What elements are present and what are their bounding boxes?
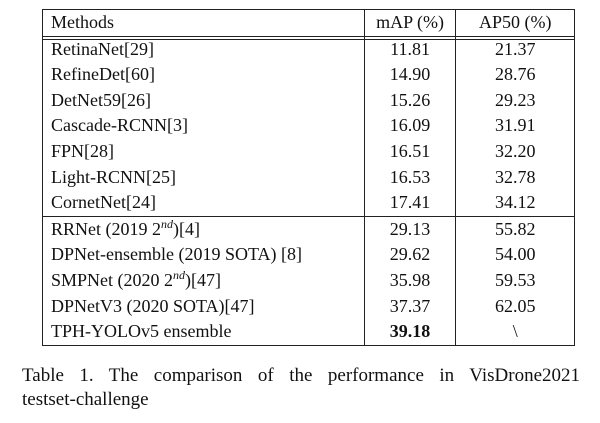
table-row: SMPNet (2020 2nd)[47] 35.98 59.53 — [42, 267, 575, 294]
cell-method: RefineDet[60] — [42, 62, 365, 88]
table-row: Light-RCNN[25] 16.53 32.78 — [42, 164, 575, 191]
results-table-container: Methods mAP (%) AP50 (%) RetinaNet[29] 1… — [42, 9, 575, 346]
cell-map-best: 39.18 — [363, 319, 457, 346]
cell-ap50: 28.76 — [455, 62, 575, 88]
cell-map: 14.90 — [363, 62, 457, 88]
table-group-competition: RRNet (2019 2nd)[4] 29.13 55.82 DPNet-en… — [42, 215, 575, 346]
method-text: SMPNet (2020 2 — [51, 269, 174, 290]
table-header-row: Methods mAP (%) AP50 (%) — [42, 9, 575, 37]
results-table: Methods mAP (%) AP50 (%) RetinaNet[29] 1… — [42, 9, 575, 346]
cell-ap50: 32.78 — [455, 164, 575, 191]
header-ap50: AP50 (%) — [455, 9, 575, 37]
cell-map: 17.41 — [363, 190, 457, 217]
table-row: DetNet59[26] 15.26 29.23 — [42, 87, 575, 114]
table-row: DPNetV3 (2020 SOTA)[47] 37.37 62.05 — [42, 293, 575, 320]
cell-method: DetNet59[26] — [42, 87, 365, 114]
caption-line-2: testset-challenge — [22, 389, 149, 410]
table-row: CornetNet[24] 17.41 34.12 — [42, 190, 575, 217]
cell-ap50: 62.05 — [455, 293, 575, 320]
cell-map: 16.53 — [363, 164, 457, 191]
table-group-baselines: RetinaNet[29] 11.81 21.37 RefineDet[60] … — [42, 35, 575, 217]
cell-ap50: 21.37 — [455, 35, 575, 63]
cell-method: FPN[28] — [42, 138, 365, 165]
cell-ap50: 59.53 — [455, 267, 575, 294]
cell-ap50: 29.23 — [455, 87, 575, 114]
ordinal-superscript: nd — [161, 216, 173, 231]
cell-map: 29.62 — [363, 242, 457, 268]
cell-method: SMPNet (2020 2nd)[47] — [42, 267, 365, 294]
cell-ap50: \ — [455, 319, 575, 346]
table-row: TPH-YOLOv5 ensemble 39.18 \ — [42, 319, 575, 346]
caption-line-1: Table 1. The comparison of the performan… — [22, 365, 580, 386]
table-row: RefineDet[60] 14.90 28.76 — [42, 62, 575, 88]
method-text-suffix: )[4] — [173, 218, 200, 239]
cell-ap50: 55.82 — [455, 215, 575, 243]
cell-map: 29.13 — [363, 215, 457, 243]
cell-map: 16.51 — [363, 138, 457, 165]
cell-map: 11.81 — [363, 35, 457, 63]
header-methods: Methods — [42, 9, 365, 37]
cell-ap50: 32.20 — [455, 138, 575, 165]
cell-method: RRNet (2019 2nd)[4] — [42, 215, 365, 243]
table-row: RetinaNet[29] 11.81 21.37 — [42, 35, 575, 63]
cell-ap50: 31.91 — [455, 113, 575, 139]
cell-map: 35.98 — [363, 267, 457, 294]
cell-map: 15.26 — [363, 87, 457, 114]
cell-ap50: 54.00 — [455, 242, 575, 268]
cell-map: 16.09 — [363, 113, 457, 139]
cell-method: CornetNet[24] — [42, 190, 365, 217]
cell-method: DPNet-ensemble (2019 SOTA) [8] — [42, 242, 365, 268]
cell-method: Light-RCNN[25] — [42, 164, 365, 191]
table-row: Cascade-RCNN[3] 16.09 31.91 — [42, 113, 575, 139]
cell-method: DPNetV3 (2020 SOTA)[47] — [42, 293, 365, 320]
cell-method: RetinaNet[29] — [42, 35, 365, 63]
table-caption: Table 1. The comparison of the performan… — [22, 364, 580, 412]
cell-map: 37.37 — [363, 293, 457, 320]
header-map: mAP (%) — [363, 9, 457, 37]
method-text: RRNet (2019 2 — [51, 218, 161, 239]
cell-method: Cascade-RCNN[3] — [42, 113, 365, 139]
table-row: RRNet (2019 2nd)[4] 29.13 55.82 — [42, 215, 575, 243]
method-text-suffix: )[47] — [185, 269, 221, 290]
cell-method: TPH-YOLOv5 ensemble — [42, 319, 365, 346]
ordinal-superscript: nd — [173, 267, 186, 282]
table-row: DPNet-ensemble (2019 SOTA) [8] 29.62 54.… — [42, 242, 575, 268]
cell-ap50: 34.12 — [455, 190, 575, 217]
table-row: FPN[28] 16.51 32.20 — [42, 138, 575, 165]
